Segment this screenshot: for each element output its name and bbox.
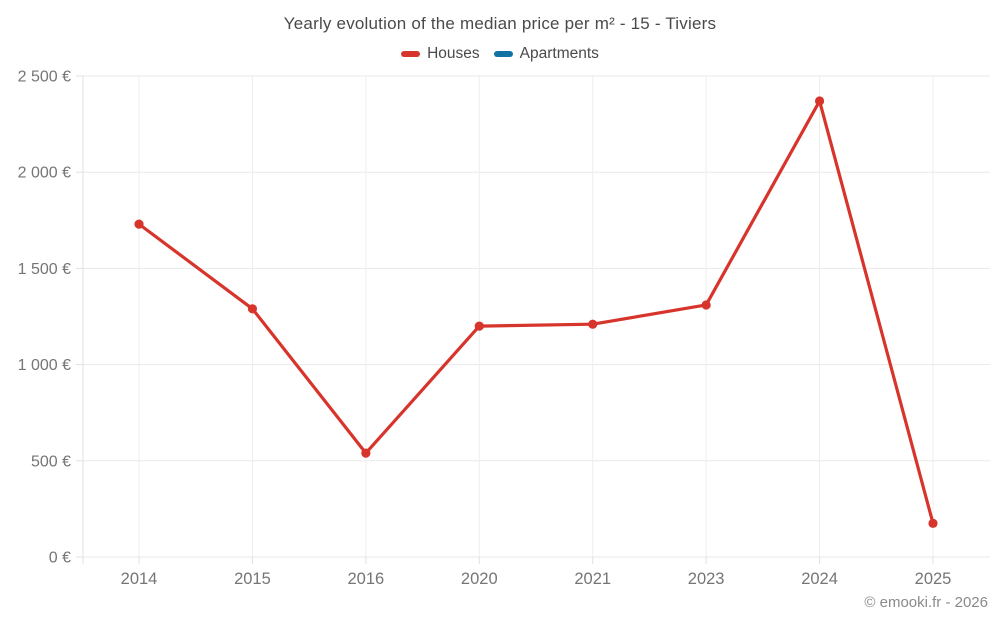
x-axis-tick-label: 2021 xyxy=(574,570,611,588)
data-point-houses[interactable] xyxy=(928,518,938,528)
legend-item-apartments[interactable]: Apartments xyxy=(493,45,599,63)
y-axis-tick-label: 500 € xyxy=(31,453,71,470)
houses-series-swatch xyxy=(401,51,421,57)
y-axis-tick-label: 1 500 € xyxy=(18,261,71,278)
data-point-houses[interactable] xyxy=(814,96,825,106)
data-point-houses[interactable] xyxy=(247,304,258,314)
apartments-series-swatch xyxy=(493,51,513,57)
data-point-houses[interactable] xyxy=(588,319,598,329)
x-axis-tick-label: 2024 xyxy=(801,570,838,588)
x-axis-tick-label: 2023 xyxy=(688,570,725,588)
x-axis-tick-label: 2025 xyxy=(915,570,952,588)
data-point-houses[interactable] xyxy=(701,300,711,310)
chart-title: Yearly evolution of the median price per… xyxy=(283,14,717,33)
y-axis-tick-label: 2 000 € xyxy=(18,165,71,182)
legend-label-houses: Houses xyxy=(427,45,480,62)
data-point-houses[interactable] xyxy=(474,321,484,331)
y-axis-tick-label: 1 000 € xyxy=(18,357,71,374)
data-point-houses[interactable] xyxy=(361,448,371,458)
legend-item-houses[interactable]: Houses xyxy=(401,45,480,63)
legend-label-apartments: Apartments xyxy=(519,45,599,62)
series-line-houses xyxy=(137,99,935,525)
y-axis-tick-label: 2 500 € xyxy=(18,69,71,86)
x-axis-tick-label: 2020 xyxy=(461,570,498,588)
copyright-credit: © emooki.fr - 2026 xyxy=(864,594,988,611)
data-point-houses[interactable] xyxy=(134,219,144,229)
chart-legend: Houses Apartments xyxy=(0,45,1000,63)
y-axis-tick-label: 0 € xyxy=(49,550,71,567)
x-axis-tick-label: 2015 xyxy=(234,570,271,588)
x-axis-tick-label: 2014 xyxy=(121,570,158,588)
x-axis-tick-label: 2016 xyxy=(347,570,384,588)
